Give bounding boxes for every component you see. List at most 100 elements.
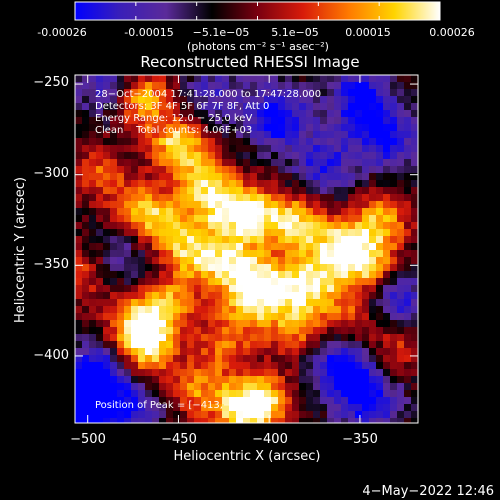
heatmap-cell bbox=[243, 404, 250, 411]
heatmap-cell bbox=[173, 187, 180, 194]
heatmap-cell bbox=[229, 271, 236, 278]
heatmap-cell bbox=[124, 110, 131, 117]
heatmap-cell bbox=[334, 313, 341, 320]
heatmap-cell bbox=[250, 320, 257, 327]
heatmap-cell bbox=[82, 313, 89, 320]
heatmap-cell bbox=[299, 215, 306, 222]
heatmap-cell bbox=[215, 208, 222, 215]
heatmap-cell bbox=[376, 306, 383, 313]
heatmap-cell bbox=[124, 103, 131, 110]
heatmap-cell bbox=[194, 292, 201, 299]
heatmap-cell bbox=[327, 390, 334, 397]
heatmap-cell bbox=[306, 117, 313, 124]
heatmap-cell bbox=[222, 243, 229, 250]
heatmap-cell bbox=[383, 82, 390, 89]
heatmap-cell bbox=[334, 250, 341, 257]
heatmap-cell bbox=[369, 334, 376, 341]
heatmap-cell bbox=[383, 243, 390, 250]
heatmap-cell bbox=[327, 355, 334, 362]
heatmap-cell bbox=[397, 418, 404, 423]
heatmap-cell bbox=[145, 285, 152, 292]
heatmap-cell bbox=[376, 320, 383, 327]
heatmap-cell bbox=[229, 117, 236, 124]
heatmap-cell bbox=[89, 166, 96, 173]
heatmap-cell bbox=[243, 299, 250, 306]
heatmap-cell bbox=[89, 306, 96, 313]
heatmap-cell bbox=[201, 376, 208, 383]
heatmap-cell bbox=[96, 418, 103, 423]
heatmap-cell bbox=[376, 166, 383, 173]
heatmap-cell bbox=[110, 103, 117, 110]
heatmap-cell bbox=[75, 376, 82, 383]
heatmap-cell bbox=[348, 341, 355, 348]
heatmap-cell bbox=[355, 243, 362, 250]
heatmap-cell bbox=[187, 103, 194, 110]
heatmap-cell bbox=[75, 306, 82, 313]
heatmap-cell bbox=[362, 173, 369, 180]
heatmap-cell bbox=[313, 383, 320, 390]
heatmap-cell bbox=[313, 131, 320, 138]
heatmap-cell bbox=[229, 348, 236, 355]
heatmap-cell bbox=[215, 285, 222, 292]
heatmap-cell bbox=[257, 390, 264, 397]
heatmap-cell bbox=[411, 243, 418, 250]
heatmap-cell bbox=[292, 117, 299, 124]
heatmap-cell bbox=[75, 110, 82, 117]
heatmap-cell bbox=[117, 110, 124, 117]
heatmap-cell bbox=[236, 362, 243, 369]
heatmap-cell bbox=[194, 173, 201, 180]
heatmap-cell bbox=[159, 299, 166, 306]
heatmap-cell bbox=[257, 243, 264, 250]
heatmap-cell bbox=[145, 320, 152, 327]
heatmap-cell bbox=[299, 278, 306, 285]
heatmap-cell bbox=[124, 173, 131, 180]
heatmap-cell bbox=[292, 215, 299, 222]
heatmap-cell bbox=[131, 334, 138, 341]
heatmap-cell bbox=[411, 222, 418, 229]
heatmap-cell bbox=[208, 222, 215, 229]
heatmap-cell bbox=[159, 173, 166, 180]
heatmap-cell bbox=[257, 313, 264, 320]
heatmap-cell bbox=[334, 376, 341, 383]
heatmap-cell bbox=[243, 376, 250, 383]
heatmap-cell bbox=[348, 376, 355, 383]
heatmap-cell bbox=[404, 250, 411, 257]
heatmap-cell bbox=[194, 159, 201, 166]
heatmap-cell bbox=[201, 82, 208, 89]
heatmap-cell bbox=[138, 194, 145, 201]
heatmap-cell bbox=[376, 180, 383, 187]
heatmap-cell bbox=[229, 404, 236, 411]
heatmap-cell bbox=[285, 152, 292, 159]
heatmap-cell bbox=[250, 292, 257, 299]
heatmap-cell bbox=[103, 418, 110, 423]
heatmap-cell bbox=[383, 173, 390, 180]
heatmap-cell bbox=[180, 145, 187, 152]
heatmap-cell bbox=[362, 180, 369, 187]
heatmap-cell bbox=[131, 215, 138, 222]
heatmap-cell bbox=[397, 327, 404, 334]
heatmap-cell bbox=[208, 306, 215, 313]
heatmap-cell bbox=[201, 285, 208, 292]
heatmap-cell bbox=[285, 131, 292, 138]
heatmap-cell bbox=[159, 313, 166, 320]
heatmap-cell bbox=[138, 418, 145, 423]
heatmap-cell bbox=[341, 264, 348, 271]
heatmap-cell bbox=[124, 285, 131, 292]
heatmap-cell bbox=[124, 243, 131, 250]
heatmap-cell bbox=[278, 124, 285, 131]
heatmap-cell bbox=[208, 96, 215, 103]
heatmap-cell bbox=[404, 348, 411, 355]
heatmap-cell bbox=[138, 278, 145, 285]
heatmap-cell bbox=[187, 348, 194, 355]
heatmap-cell bbox=[355, 159, 362, 166]
heatmap-cell bbox=[397, 376, 404, 383]
heatmap-cell bbox=[243, 341, 250, 348]
heatmap-cell bbox=[341, 89, 348, 96]
heatmap-cell bbox=[292, 138, 299, 145]
heatmap-cell bbox=[306, 404, 313, 411]
heatmap-cell bbox=[124, 327, 131, 334]
heatmap-cell bbox=[145, 75, 152, 82]
heatmap-cell bbox=[369, 285, 376, 292]
heatmap-cell bbox=[411, 355, 418, 362]
heatmap-cell bbox=[236, 208, 243, 215]
